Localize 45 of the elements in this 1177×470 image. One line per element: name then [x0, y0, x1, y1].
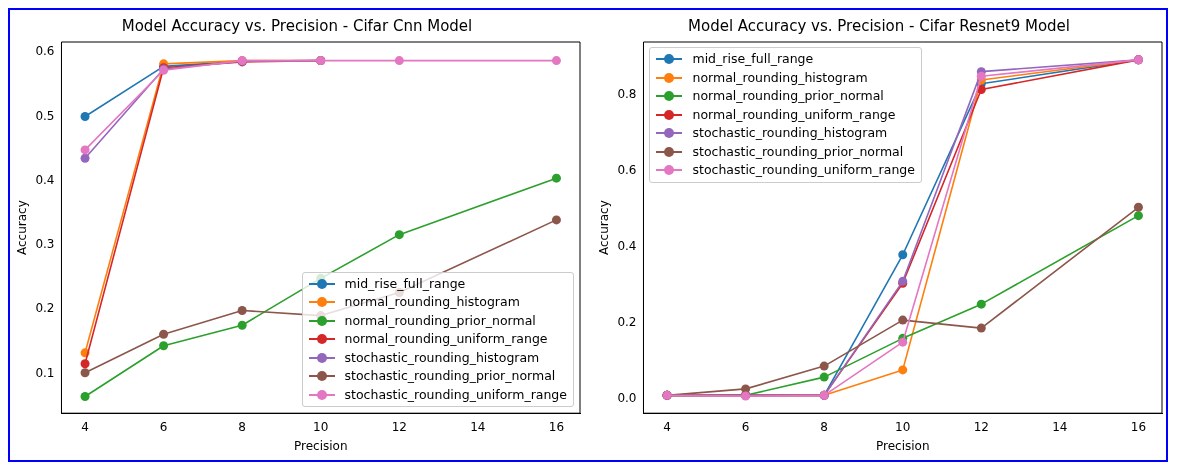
legend-label: normal_rounding_prior_normal — [692, 87, 884, 105]
y-tick-label: 0.5 — [35, 108, 55, 123]
legend-label: stochastic_rounding_histogram — [692, 124, 888, 142]
y-tick-label: 0.1 — [35, 365, 55, 380]
x-tick-label: 8 — [238, 419, 246, 434]
y-tick-label: 0.4 — [617, 239, 637, 254]
x-axis-title: Precision — [293, 438, 348, 453]
x-tick-label: 14 — [1052, 419, 1068, 434]
legend-label: normal_rounding_prior_normal — [344, 311, 536, 330]
x-tick-label: 16 — [1130, 419, 1147, 434]
y-tick-label: 0.2 — [35, 301, 55, 316]
y-tick-label: 0.3 — [35, 237, 55, 252]
x-tick-label: 6 — [159, 419, 168, 434]
legend-label: normal_rounding_uniform_range — [692, 105, 896, 124]
x-axis-title: Precision — [875, 438, 930, 453]
x-tick-label: 10 — [895, 419, 911, 434]
legend-label: normal_rounding_uniform_range — [344, 330, 548, 349]
legend-label: mid_rise_full_range — [692, 50, 814, 68]
x-tick-label: 12 — [973, 419, 989, 434]
x-tick-label: 14 — [470, 419, 486, 434]
x-tick-label: 12 — [391, 419, 407, 434]
legend-label: mid_rise_full_range — [344, 274, 466, 293]
chart-title: Model Accuracy vs. Precision - Cifar Resnet9 Model — [688, 16, 1070, 35]
legend-label: stochastic_rounding_uniform_range — [692, 161, 915, 179]
legend-label: normal_rounding_histogram — [692, 68, 868, 87]
y-tick-label: 0.4 — [35, 172, 55, 187]
y-tick-label: 0.0 — [617, 391, 637, 406]
y-tick-label: 0.6 — [35, 44, 55, 59]
x-tick-label: 4 — [81, 419, 89, 434]
y-tick-label: 0.8 — [617, 87, 637, 102]
x-tick-label: 16 — [548, 419, 565, 434]
x-tick-label: 10 — [313, 419, 329, 434]
y-tick-label: 0.6 — [617, 163, 637, 178]
y-axis-title: Accuracy — [15, 200, 30, 255]
legend-label: stochastic_rounding_prior_normal — [692, 142, 904, 161]
legend-label: stochastic_rounding_uniform_range — [344, 385, 567, 404]
y-axis-title: Accuracy — [597, 200, 612, 255]
x-tick-label: 6 — [741, 419, 750, 434]
x-tick-label: 8 — [820, 419, 828, 434]
legend-label: stochastic_rounding_prior_normal — [344, 367, 556, 386]
chart-title: Model Accuracy vs. Precision - Cifar Cnn Model — [121, 16, 473, 35]
legend-label: stochastic_rounding_histogram — [344, 348, 540, 367]
legend-label: normal_rounding_histogram — [344, 293, 520, 312]
y-tick-label: 0.2 — [617, 315, 637, 330]
x-tick-label: 4 — [663, 419, 671, 434]
